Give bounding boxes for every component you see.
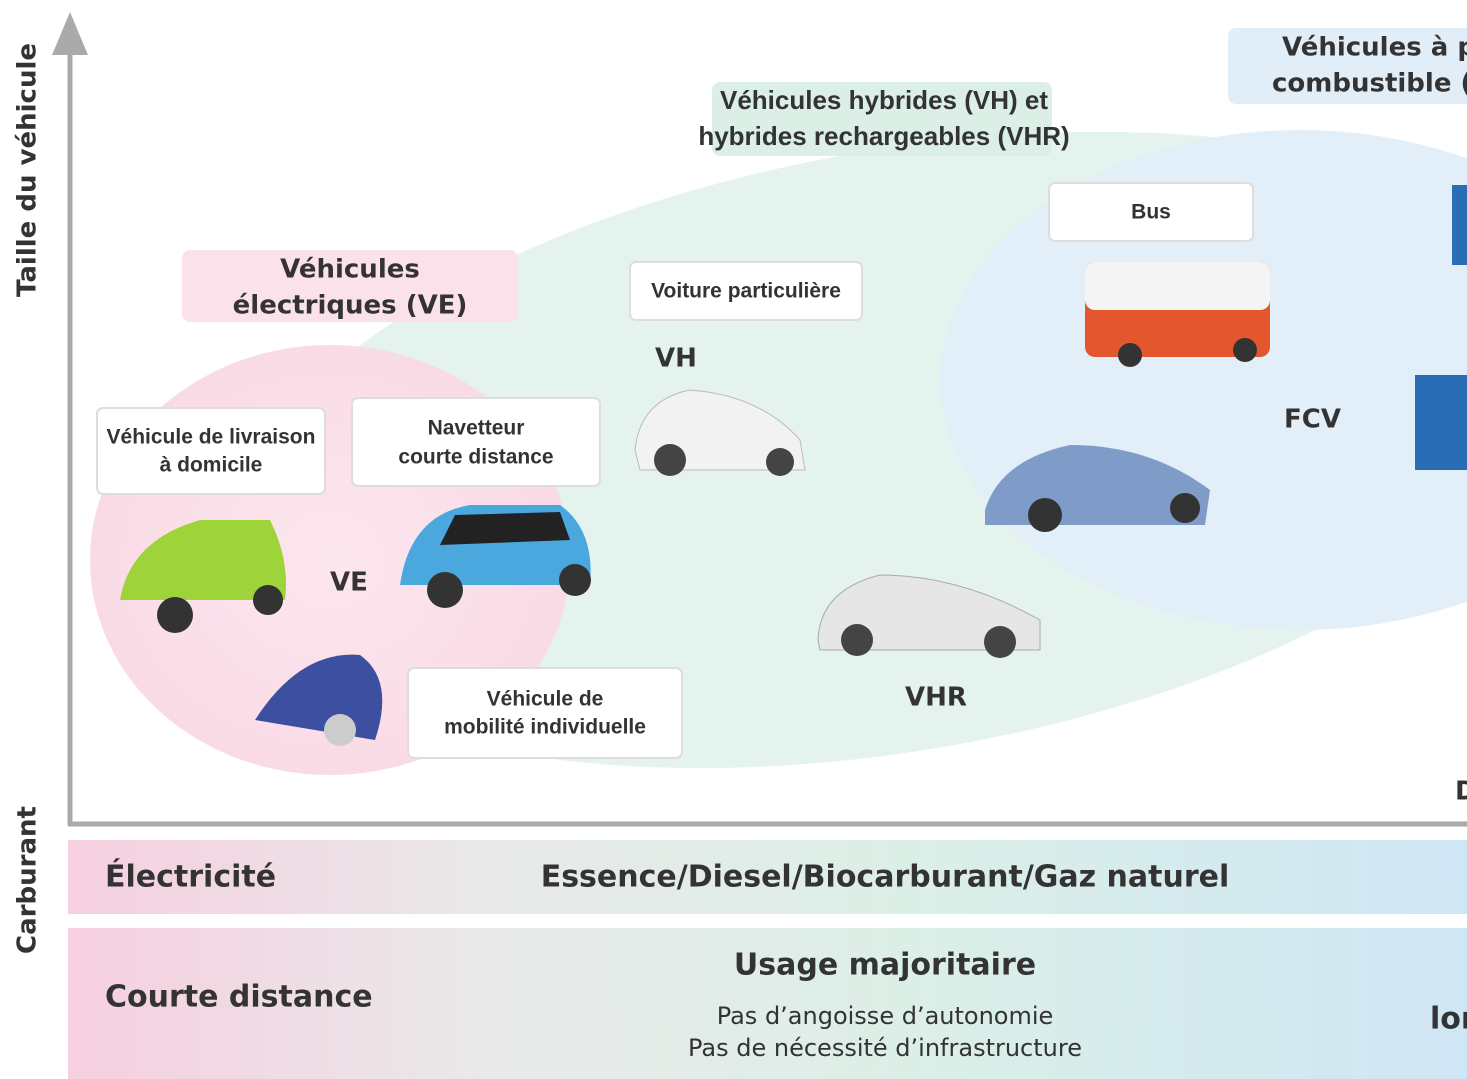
usage-row [68, 928, 1467, 1079]
box-label: Voiture particulière [651, 280, 841, 303]
box-label: mobilité individuelle [444, 716, 646, 739]
vehicle [400, 505, 591, 608]
fcv-title: combustible (F [1272, 69, 1467, 99]
vehicle [634, 389, 806, 476]
vehicle [985, 445, 1210, 532]
box-label: à domicile [160, 454, 263, 477]
fuel-row [68, 840, 1467, 914]
hybrid-title: hybrides rechargeables (VHR) [698, 121, 1069, 151]
usage-long: lor [1430, 1002, 1467, 1037]
fcv-title: Véhicules à pi [1282, 33, 1467, 63]
hybrid-title-bg [712, 82, 1052, 156]
usage-main: Usage majoritaire [734, 948, 1036, 983]
usage-note: Pas de nécessité d’infrastructure [688, 1034, 1082, 1062]
box-label: courte distance [398, 446, 553, 469]
fuel-fossil: Essence/Diesel/Biocarburant/Gaz naturel [541, 860, 1230, 895]
vehicle [1085, 262, 1270, 367]
label-box [629, 261, 863, 321]
vehicle [1415, 185, 1467, 470]
type-label: VH [655, 344, 697, 374]
label-box [351, 397, 601, 487]
fuel-axis-label: Carburant [13, 806, 43, 954]
label-box [96, 407, 326, 495]
ev-title-bg [182, 250, 518, 322]
type-label: VE [330, 568, 368, 598]
box-label: Véhicule de livraison [107, 426, 316, 449]
type-label: FCV [1284, 405, 1341, 435]
ev-title: électriques (VE) [233, 291, 468, 321]
type-label: VHR [905, 683, 967, 713]
box-label: Véhicule de [487, 688, 604, 711]
box-label: Bus [1131, 201, 1171, 224]
ev-title: Véhicules [280, 255, 420, 285]
usage-note: Pas d’angoisse d’autonomie [717, 1002, 1054, 1030]
vehicle [817, 574, 1041, 658]
vehicle [120, 520, 286, 633]
hybrid-title: Véhicules hybrides (VH) et [720, 85, 1048, 115]
fcv-title-bg [1228, 28, 1467, 104]
vehicle [255, 654, 383, 746]
label-box [407, 667, 683, 759]
axes: Taille du véhicule Carburant [13, 12, 1467, 954]
usage-short: Courte distance [105, 980, 373, 1015]
fuel-electric: Électricité [105, 859, 276, 895]
vehicle-illustrations [120, 185, 1467, 746]
label-box [1048, 182, 1254, 242]
type-label: D [1455, 777, 1467, 807]
box-label: Navetteur [428, 417, 525, 440]
size-axis-label: Taille du véhicule [13, 43, 43, 297]
